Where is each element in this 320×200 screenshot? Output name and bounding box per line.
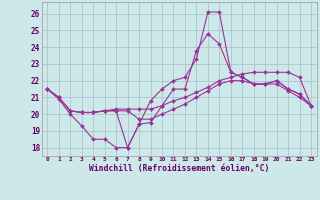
X-axis label: Windchill (Refroidissement éolien,°C): Windchill (Refroidissement éolien,°C)	[89, 164, 269, 173]
